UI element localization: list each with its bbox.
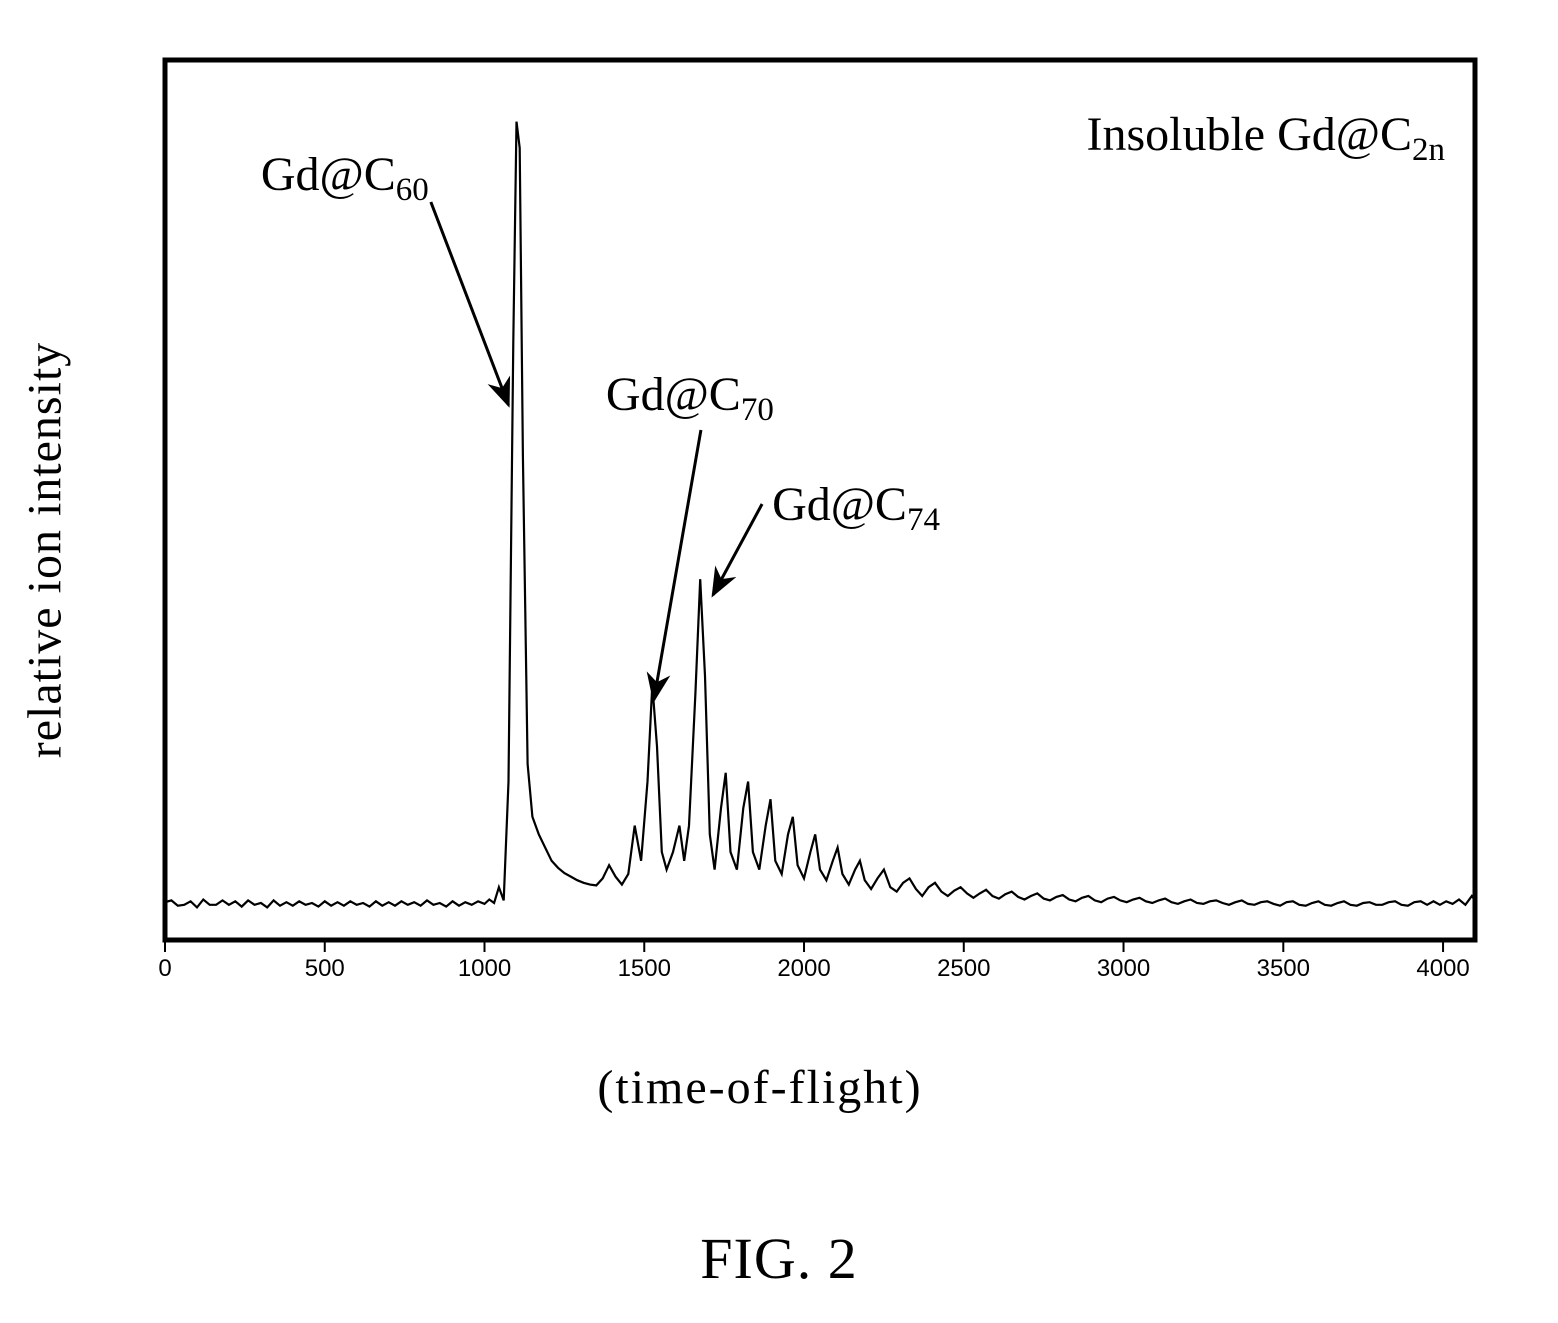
xtick-label: 1500 — [618, 955, 671, 982]
xtick-label: 3000 — [1097, 955, 1150, 982]
xtick-label: 500 — [305, 955, 345, 982]
xtick-label: 2000 — [777, 955, 830, 982]
chart-svg: 0 500 1000 1500 2000 2500 3000 3500 4000 Insolubl… — [105, 40, 1485, 1000]
xtick-label: 0 — [158, 955, 171, 982]
x-axis-label: (time-of-flight) — [597, 1060, 922, 1115]
xtick-label: 1000 — [458, 955, 511, 982]
y-axis-label: relative ion intensity — [18, 342, 73, 759]
xtick-label: 3500 — [1257, 955, 1310, 982]
figure-caption: FIG. 2 — [700, 1225, 857, 1292]
chart-title: Insoluble Gd@C2n — [1086, 108, 1445, 168]
figure-page: relative ion intensity 0 500 1000 1500 2000 2… — [0, 0, 1558, 1323]
chart-container: 0 500 1000 1500 2000 2500 3000 3500 4000 Insolubl… — [105, 40, 1485, 1000]
xtick-label: 2500 — [937, 955, 990, 982]
xtick-label: 4000 — [1416, 955, 1469, 982]
